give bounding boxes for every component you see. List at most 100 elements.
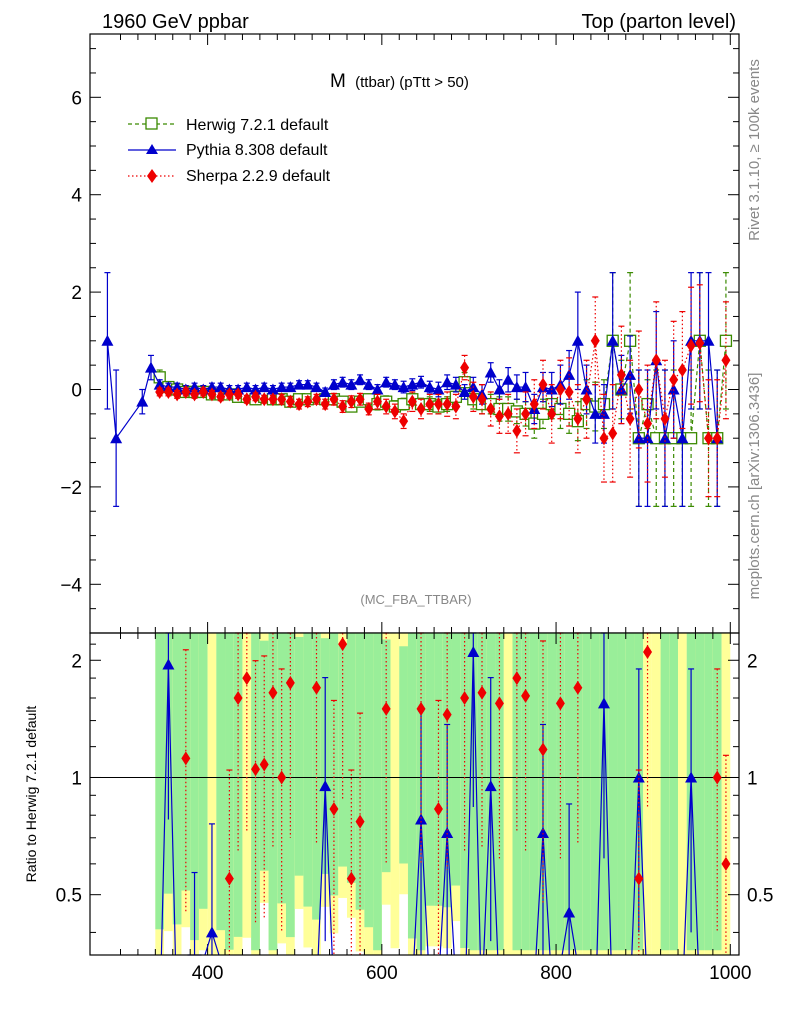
ratio-band-inner [399,646,408,864]
data-point-diamond [573,680,583,695]
data-point-triangle [144,361,157,373]
data-point-triangle [293,378,306,390]
data-point-diamond [521,406,531,421]
ratio-band-inner [451,633,461,886]
data-point-diamond [547,406,557,421]
data-point-triangle [519,381,532,393]
data-point-diamond [634,871,644,886]
ratio-band-inner [512,633,522,951]
ratio-band-inner [590,633,600,951]
plot-title-main: M [330,71,346,92]
main-panel: −4 −2 0 2 4 6 [60,34,739,634]
ratio-band-inner [233,633,243,937]
data-point-triangle [101,334,114,346]
data-point-diamond [529,397,539,412]
y-tick-label: 4 [71,186,82,207]
ratio-y-tick-label: 2 [71,651,82,672]
ratio-band-inner [172,633,182,925]
ratio-band-inner [529,633,539,951]
plot-title: M (ttbar) (pTtt > 50) [330,71,469,92]
ratio-band-outer [503,633,513,955]
data-point-diamond [311,680,321,695]
ratio-band-outer [721,633,731,955]
ratio-band-inner [294,636,304,876]
ratio-band-inner [582,633,591,951]
ratio-band-inner [407,633,417,939]
data-point-diamond [346,871,356,886]
ratio-band-inner [381,639,391,873]
legend-pythia-marker [146,144,158,154]
data-point-triangle [362,378,375,390]
data-point-triangle [606,334,619,346]
data-point-diamond [268,685,278,700]
x-tick-label: 800 [540,963,572,984]
data-point-diamond [268,392,278,407]
data-point-diamond [677,363,687,378]
y-tick-label: 2 [71,283,82,304]
data-point-diamond [163,384,173,399]
data-point-diamond [181,384,191,399]
ratio-band-inner [364,633,374,928]
data-point-diamond [259,757,269,772]
ratio-panel: 400 600 800 1000 0.5 0.5 1 1 2 2 [56,633,773,984]
data-point-diamond [285,394,295,409]
ratio-band-inner [425,633,435,906]
ratio-band-inner [338,643,347,867]
data-point-diamond [608,426,618,441]
data-point-diamond [721,856,731,871]
ratio-band-inner [216,633,226,931]
data-point-diamond [425,397,435,412]
ratio-band-inner [660,633,670,951]
ratio-band-outer [390,633,400,949]
data-point-triangle [597,697,610,709]
ratio-band-inner [198,633,208,909]
data-point-diamond [695,336,705,351]
ratio-band-inner [625,633,635,951]
legend-herwig-marker [145,117,158,130]
data-point-diamond [712,431,722,446]
data-point-triangle [484,780,497,792]
legend-sherpa-marker [147,169,157,183]
ratio-band-inner [355,633,365,910]
data-point-diamond [259,392,269,407]
ratio-y-tick-label-right: 1 [747,768,758,789]
data-point-triangle [380,376,393,388]
ratio-band-inner [303,633,313,907]
ratio-band-outer [678,633,687,955]
data-point-triangle [310,381,323,393]
ratio-band-inner [712,633,722,951]
data-point-diamond [155,384,165,399]
data-point-diamond [277,392,287,407]
legend: Herwig 7.2.1 default Pythia 8.308 defaul… [128,117,331,185]
data-point-triangle [685,771,698,783]
data-point-triangle [415,376,428,388]
y-tick-label: 6 [71,88,82,109]
data-point-diamond [381,399,391,414]
data-point-triangle [162,658,175,670]
data-point-diamond [338,399,348,414]
y-tick-label: 0 [71,381,82,402]
ratio-band-inner [564,633,574,951]
data-point-triangle [319,385,332,397]
data-point-triangle [336,376,349,388]
data-point-triangle [502,373,515,385]
data-point-triangle [205,926,218,938]
data-point-triangle [240,381,253,393]
data-point-diamond [390,404,400,419]
y-tick-label: −2 [60,478,82,499]
data-point-triangle [571,334,584,346]
data-point-diamond [486,401,496,416]
data-point-triangle [667,383,680,395]
data-point-triangle [632,432,645,444]
data-point-diamond [320,397,330,412]
ratio-band-inner [259,640,269,871]
legend-sherpa-label: Sherpa 2.2.9 default [186,168,331,185]
data-point-triangle [301,378,314,390]
ratio-band-inner [695,633,705,951]
data-point-triangle [449,378,462,390]
data-point-diamond [573,411,583,426]
data-point-diamond [460,691,470,706]
data-point-diamond [355,392,365,407]
data-point-triangle [188,381,201,393]
data-point-triangle [423,381,436,393]
